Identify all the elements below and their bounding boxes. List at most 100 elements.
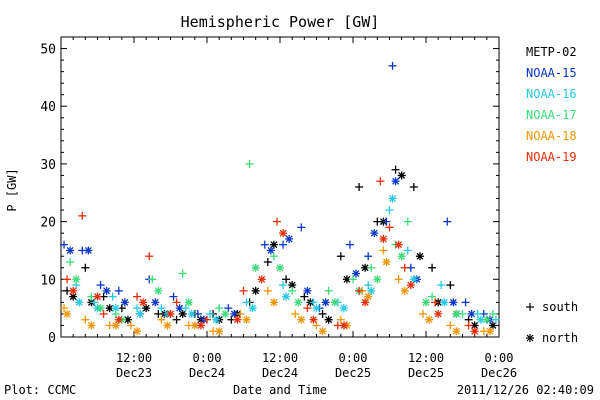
y-tick-label: 40	[40, 100, 56, 115]
point-south	[172, 315, 181, 324]
point-north	[425, 315, 434, 324]
point-north	[482, 315, 491, 324]
point-south	[336, 252, 345, 261]
point-south	[96, 281, 105, 290]
point-north	[352, 269, 361, 278]
y-axis-label: P [GW]	[5, 168, 19, 211]
point-south	[400, 263, 409, 272]
point-south	[345, 240, 354, 249]
point-north	[269, 298, 278, 307]
point-north	[178, 309, 187, 318]
point-south	[99, 309, 108, 318]
point-north	[285, 234, 294, 243]
point-south	[473, 309, 482, 318]
point-north	[339, 321, 348, 330]
point-south	[349, 275, 357, 284]
point-north	[66, 246, 75, 255]
point-north	[163, 321, 172, 330]
point-south	[108, 292, 117, 301]
point-south	[367, 263, 376, 272]
point-north	[470, 327, 479, 336]
point-north	[233, 315, 242, 324]
point-south	[443, 217, 452, 226]
x-tick-sublabel: Dec23	[116, 366, 152, 380]
point-south	[148, 275, 157, 284]
point-north	[409, 275, 418, 284]
point-north	[400, 286, 409, 295]
point-north	[370, 229, 379, 238]
point-south	[324, 286, 333, 295]
point-south	[403, 246, 412, 255]
point-south	[206, 309, 215, 318]
point-north	[391, 177, 400, 186]
point-south	[66, 258, 75, 266]
point-north	[142, 304, 151, 313]
point-north	[96, 304, 105, 313]
x-tick-sublabel: Dec26	[481, 366, 517, 380]
point-north	[312, 304, 321, 313]
point-north	[434, 309, 443, 318]
point-north	[190, 321, 199, 330]
legend-entry: NOAA-16	[526, 87, 577, 101]
point-north	[388, 194, 397, 203]
point-north	[422, 298, 430, 307]
point-south	[309, 298, 318, 307]
x-axis-label: Date and Time	[233, 383, 327, 397]
point-north	[297, 315, 306, 324]
x-tick-label: 0:00	[193, 351, 222, 365]
point-north	[184, 298, 193, 307]
point-south	[428, 292, 437, 301]
point-north	[379, 234, 388, 243]
point-south	[376, 177, 385, 186]
legend-entry: METP-02	[526, 45, 577, 59]
x-tick-sublabel: Dec25	[408, 366, 444, 380]
point-north	[154, 286, 163, 295]
point-south	[379, 246, 388, 255]
chart-title: Hemispheric Power [GW]	[181, 13, 380, 31]
point-south	[409, 183, 418, 191]
legend-entry: NOAA-18	[526, 129, 577, 143]
point-south	[126, 321, 135, 330]
point-north	[84, 246, 93, 255]
point-north	[397, 252, 406, 261]
point-south	[81, 263, 90, 272]
point-north	[415, 252, 424, 261]
point-south	[437, 281, 446, 290]
point-south	[279, 281, 288, 290]
point-north	[242, 315, 251, 324]
point-south	[428, 263, 437, 272]
legend-entry: NOAA-15	[526, 66, 577, 80]
point-north	[136, 309, 145, 318]
point-north	[266, 246, 275, 255]
point-south	[312, 321, 321, 330]
point-north	[93, 292, 102, 301]
legend-south-marker	[526, 303, 534, 311]
point-south	[297, 223, 306, 232]
point-north	[330, 298, 339, 307]
point-south	[133, 304, 142, 313]
point-north	[151, 298, 160, 307]
point-south	[446, 281, 455, 290]
y-tick-label: 30	[40, 158, 56, 173]
legend-entry: NOAA-17	[526, 108, 577, 122]
y-tick-label: 50	[40, 43, 56, 58]
point-south	[418, 309, 427, 318]
point-south	[260, 240, 269, 249]
point-south	[464, 321, 473, 330]
point-south	[60, 304, 69, 313]
point-south	[300, 292, 309, 301]
point-south	[178, 269, 187, 278]
point-south	[111, 309, 120, 318]
point-north	[63, 309, 72, 318]
point-north	[75, 298, 84, 307]
point-north	[339, 304, 348, 313]
point-south	[145, 252, 154, 261]
point-north	[406, 281, 415, 290]
point-north	[452, 327, 461, 336]
point-north	[251, 286, 260, 295]
point-north	[248, 304, 257, 313]
point-north	[139, 298, 148, 307]
point-south	[282, 275, 291, 284]
plot-frame	[60, 36, 500, 338]
